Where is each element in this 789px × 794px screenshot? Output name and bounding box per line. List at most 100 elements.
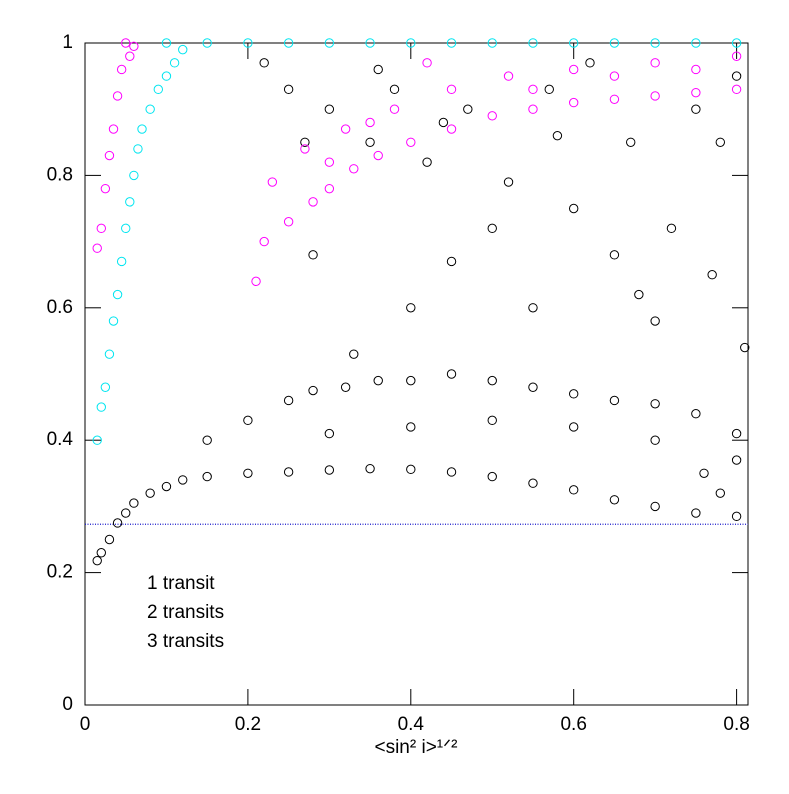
point [650, 91, 660, 101]
point [324, 183, 335, 194]
point [699, 468, 709, 478]
point [650, 38, 660, 48]
point [324, 465, 335, 475]
point [96, 223, 106, 234]
point [324, 38, 335, 48]
point [552, 130, 563, 141]
point [251, 276, 261, 287]
point [691, 38, 701, 48]
point [487, 223, 497, 234]
point [243, 415, 253, 426]
point [116, 256, 127, 267]
point [108, 316, 119, 326]
point [324, 157, 335, 167]
point [650, 316, 660, 326]
point [406, 375, 416, 386]
point [300, 137, 310, 148]
point [169, 58, 180, 68]
point [691, 508, 701, 518]
point [715, 488, 726, 498]
point [731, 71, 742, 81]
point [104, 349, 115, 359]
point [365, 117, 375, 128]
point [129, 170, 139, 181]
y-tick-label: 0.8 [47, 164, 73, 185]
point [707, 270, 717, 280]
point [340, 124, 351, 134]
point [650, 399, 660, 409]
point [691, 64, 701, 75]
point [650, 435, 660, 445]
point [129, 41, 139, 52]
point [446, 124, 457, 134]
point [243, 38, 253, 48]
legend-entry: 3 transits [147, 631, 224, 652]
point [731, 428, 742, 439]
point [406, 303, 416, 313]
point [691, 87, 701, 98]
point [137, 124, 147, 134]
x-axis-label: <sin² i>¹ᐟ² [374, 737, 457, 758]
point [528, 303, 538, 313]
point [503, 71, 514, 81]
legend-entry: 1 transit [147, 573, 215, 594]
point [373, 150, 383, 161]
point [202, 38, 212, 48]
point [92, 555, 102, 566]
point [365, 38, 375, 48]
point [740, 342, 750, 353]
point [528, 84, 538, 95]
point [267, 177, 278, 187]
point [568, 203, 579, 214]
point [715, 137, 726, 148]
point [349, 164, 359, 174]
point [108, 124, 119, 134]
point [446, 84, 457, 95]
plot-frame [84, 42, 749, 706]
point [104, 534, 115, 545]
point [406, 137, 416, 148]
y-tick-label: 0.4 [47, 429, 74, 450]
point [528, 104, 538, 114]
point [487, 38, 497, 48]
point [528, 382, 538, 392]
y-tick-label: 0 [62, 694, 73, 715]
point [609, 495, 620, 505]
point [446, 467, 457, 477]
point [731, 84, 742, 95]
point [691, 409, 701, 419]
point [340, 382, 351, 392]
point [349, 349, 359, 359]
point [568, 97, 579, 108]
point [283, 217, 294, 227]
point [487, 471, 497, 482]
point [133, 144, 143, 154]
point [528, 38, 538, 48]
point [731, 51, 742, 61]
point [585, 58, 595, 68]
point [161, 71, 172, 81]
point [503, 177, 514, 187]
point [178, 475, 188, 485]
point [406, 38, 416, 48]
point [308, 197, 318, 207]
point [112, 289, 123, 300]
point [283, 84, 294, 95]
point [324, 428, 335, 439]
point [259, 58, 269, 68]
point [365, 463, 375, 474]
point [125, 51, 135, 61]
x-tick-label: 0.6 [560, 714, 586, 735]
point [100, 382, 111, 392]
point [731, 38, 742, 48]
x-tick-label: 0 [80, 714, 91, 735]
y-tick-label: 0.2 [47, 562, 73, 583]
point [422, 157, 432, 167]
point [92, 243, 102, 253]
point [666, 223, 677, 234]
x-tick-label: 0.4 [398, 714, 425, 735]
point [202, 435, 212, 445]
point [121, 223, 131, 234]
y-tick-label: 1 [62, 32, 73, 53]
